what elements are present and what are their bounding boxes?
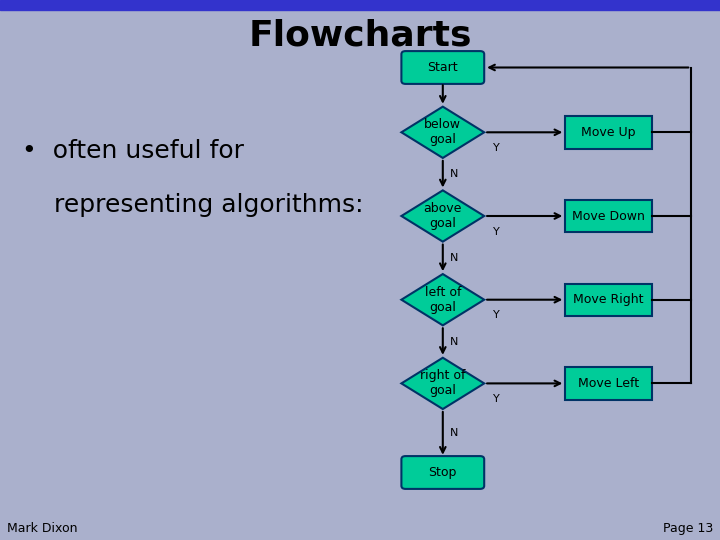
Text: N: N — [450, 336, 459, 347]
Text: Y: Y — [492, 394, 500, 404]
Text: N: N — [450, 253, 459, 263]
Polygon shape — [402, 106, 484, 158]
Text: left of
goal: left of goal — [425, 286, 461, 314]
Bar — [0, 0, 720, 10]
Text: Mark Dixon: Mark Dixon — [7, 522, 78, 535]
Text: Y: Y — [492, 227, 500, 237]
Text: Move Down: Move Down — [572, 210, 645, 222]
Bar — [565, 284, 652, 316]
Text: Move Up: Move Up — [581, 126, 636, 139]
Text: Stop: Stop — [428, 466, 457, 479]
Text: right of
goal: right of goal — [420, 369, 466, 397]
Bar — [565, 200, 652, 232]
Text: Y: Y — [492, 310, 500, 321]
Polygon shape — [402, 191, 484, 241]
Text: representing algorithms:: representing algorithms: — [22, 193, 363, 217]
Text: above
goal: above goal — [423, 202, 462, 230]
Bar — [565, 367, 652, 400]
Polygon shape — [402, 358, 484, 409]
Text: N: N — [450, 428, 459, 438]
FancyBboxPatch shape — [402, 51, 484, 84]
FancyBboxPatch shape — [402, 456, 484, 489]
Text: •  often useful for: • often useful for — [22, 139, 243, 163]
Polygon shape — [402, 274, 484, 325]
Text: Start: Start — [428, 61, 458, 74]
Text: N: N — [450, 169, 459, 179]
Bar — [565, 116, 652, 148]
Text: Flowcharts: Flowcharts — [248, 18, 472, 52]
Text: below
goal: below goal — [424, 118, 462, 146]
Text: Page 13: Page 13 — [662, 522, 713, 535]
Text: Y: Y — [492, 143, 500, 153]
Text: Move Left: Move Left — [578, 377, 639, 390]
Text: Move Right: Move Right — [573, 293, 644, 306]
